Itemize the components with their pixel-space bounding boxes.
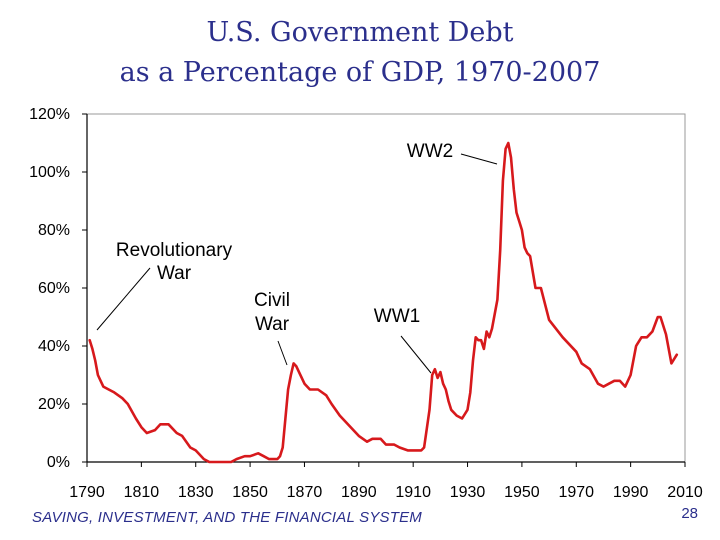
x-tick-label: 1970 [558,484,594,501]
annotation-label: Revolutionary [116,240,233,261]
plot-frame [86,113,686,463]
x-tick-label: 1850 [232,484,268,501]
x-tick-label: 1810 [124,484,160,501]
page-title-line2: as a Percentage of GDP, 1970-2007 [119,57,601,88]
x-tick-label: 1950 [504,484,540,501]
annotation-label: War [157,263,192,284]
annotation-label: Civil [254,290,290,311]
annotation-leader [400,335,432,374]
annotation-leader [96,267,151,331]
x-tick-label: 1990 [613,484,649,501]
x-tick-label: 1930 [450,484,486,501]
x-tick-label: 1890 [341,484,377,501]
page-number: 28 [681,505,698,522]
y-tick-label: 100% [29,164,70,181]
y-tick-label: 80% [38,222,70,239]
page-title-line1: U.S. Government Debt [206,17,514,48]
x-tick-label: 1910 [395,484,431,501]
annotation-label: WW1 [374,306,420,327]
annotation-leader [460,153,498,165]
y-tick-label: 60% [38,280,70,297]
x-tick-label: 2010 [667,484,703,501]
y-tick-label: 40% [38,338,70,355]
annotation-label: WW2 [407,141,453,162]
x-tick-label: 1870 [287,484,323,501]
x-tick-label: 1830 [178,484,214,501]
annotation-leader [277,340,288,366]
y-tick-label: 120% [29,106,70,123]
annotation-label: War [255,314,290,335]
x-tick-label: 1790 [69,484,105,501]
debt-series-line [88,141,679,464]
y-tick-label: 0% [47,454,70,471]
y-tick-label: 20% [38,396,70,413]
footer-text: SAVING, INVESTMENT, AND THE FINANCIAL SY… [32,509,422,526]
